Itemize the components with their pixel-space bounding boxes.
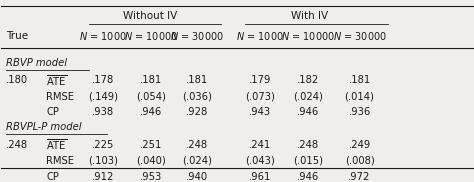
Text: .912: .912 xyxy=(91,171,114,181)
Text: .953: .953 xyxy=(140,171,163,181)
Text: .225: .225 xyxy=(91,140,114,150)
Text: RMSE: RMSE xyxy=(46,92,74,102)
Text: (.024): (.024) xyxy=(182,156,212,166)
Text: .961: .961 xyxy=(248,171,271,181)
Text: .241: .241 xyxy=(248,140,271,150)
Text: (.043): (.043) xyxy=(245,156,274,166)
Text: (.014): (.014) xyxy=(345,92,374,102)
Text: .182: .182 xyxy=(297,76,319,85)
Text: (.149): (.149) xyxy=(88,92,118,102)
Text: .181: .181 xyxy=(348,76,371,85)
Text: $N$ = 10000: $N$ = 10000 xyxy=(281,30,335,42)
Text: (.073): (.073) xyxy=(245,92,274,102)
Text: .251: .251 xyxy=(140,140,163,150)
Text: (.054): (.054) xyxy=(137,92,166,102)
Text: RBVP model: RBVP model xyxy=(6,58,67,68)
Text: .178: .178 xyxy=(91,76,114,85)
Text: .940: .940 xyxy=(186,171,208,181)
Text: .248: .248 xyxy=(297,140,319,150)
Text: RMSE: RMSE xyxy=(46,156,74,166)
Text: CP: CP xyxy=(46,171,59,181)
Text: CP: CP xyxy=(46,107,59,117)
Text: $N$ = 30000: $N$ = 30000 xyxy=(170,30,224,42)
Text: .946: .946 xyxy=(297,171,319,181)
Text: .928: .928 xyxy=(186,107,208,117)
Text: .936: .936 xyxy=(348,107,371,117)
Text: With IV: With IV xyxy=(291,11,328,21)
Text: (.036): (.036) xyxy=(182,92,212,102)
Text: .181: .181 xyxy=(140,76,163,85)
Text: $\overline{\mathrm{ATE}}$: $\overline{\mathrm{ATE}}$ xyxy=(46,137,67,152)
Text: .181: .181 xyxy=(186,76,208,85)
Text: (.008): (.008) xyxy=(345,156,374,166)
Text: $N$ = 1000: $N$ = 1000 xyxy=(79,30,127,42)
Text: (.103): (.103) xyxy=(88,156,118,166)
Text: $\overline{\mathrm{ATE}}$: $\overline{\mathrm{ATE}}$ xyxy=(46,73,67,88)
Text: .180: .180 xyxy=(6,76,28,85)
Text: RBVPL-P model: RBVPL-P model xyxy=(6,122,82,132)
Text: (.024): (.024) xyxy=(293,92,323,102)
Text: .179: .179 xyxy=(248,76,271,85)
Text: $N$ = 1000: $N$ = 1000 xyxy=(236,30,283,42)
Text: .938: .938 xyxy=(91,107,114,117)
Text: Without IV: Without IV xyxy=(123,11,177,21)
Text: $N$ = 30000: $N$ = 30000 xyxy=(333,30,386,42)
Text: .946: .946 xyxy=(140,107,163,117)
Text: (.040): (.040) xyxy=(137,156,166,166)
Text: $N$ = 10000: $N$ = 10000 xyxy=(124,30,178,42)
Text: .972: .972 xyxy=(348,171,371,181)
Text: .248: .248 xyxy=(186,140,208,150)
Text: .249: .249 xyxy=(348,140,371,150)
Text: .946: .946 xyxy=(297,107,319,117)
Text: .943: .943 xyxy=(248,107,271,117)
Text: .248: .248 xyxy=(6,140,28,150)
Text: True: True xyxy=(6,31,28,41)
Text: (.015): (.015) xyxy=(292,156,323,166)
